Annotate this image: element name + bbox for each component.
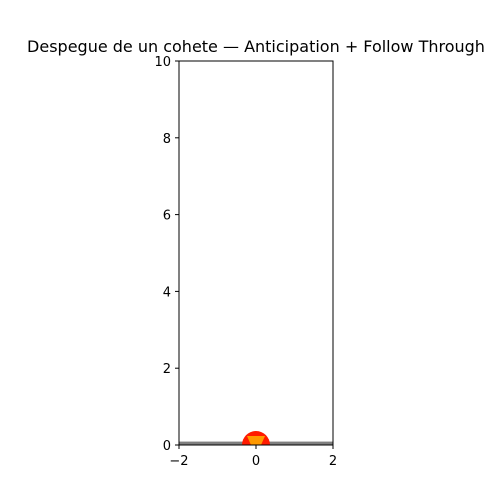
plot-area (178, 60, 334, 446)
y-tick-label: 8 (163, 132, 171, 147)
rocket-body (247, 436, 265, 445)
y-tick-label: 2 (163, 362, 171, 377)
y-tick-label: 10 (154, 55, 171, 70)
x-axis: −2 0 2 (169, 445, 337, 469)
y-tick-label: 0 (163, 439, 171, 454)
x-tick-label: −2 (169, 454, 188, 469)
y-axis: 0 2 4 6 8 10 (154, 55, 179, 454)
axes-background (179, 61, 333, 445)
y-tick-label: 6 (163, 209, 171, 224)
y-tick-label: 4 (163, 285, 171, 300)
x-tick-label: 2 (329, 454, 337, 469)
x-tick-label: 0 (252, 454, 260, 469)
chart-title: Despegue de un cohete — Anticipation + F… (27, 37, 485, 56)
